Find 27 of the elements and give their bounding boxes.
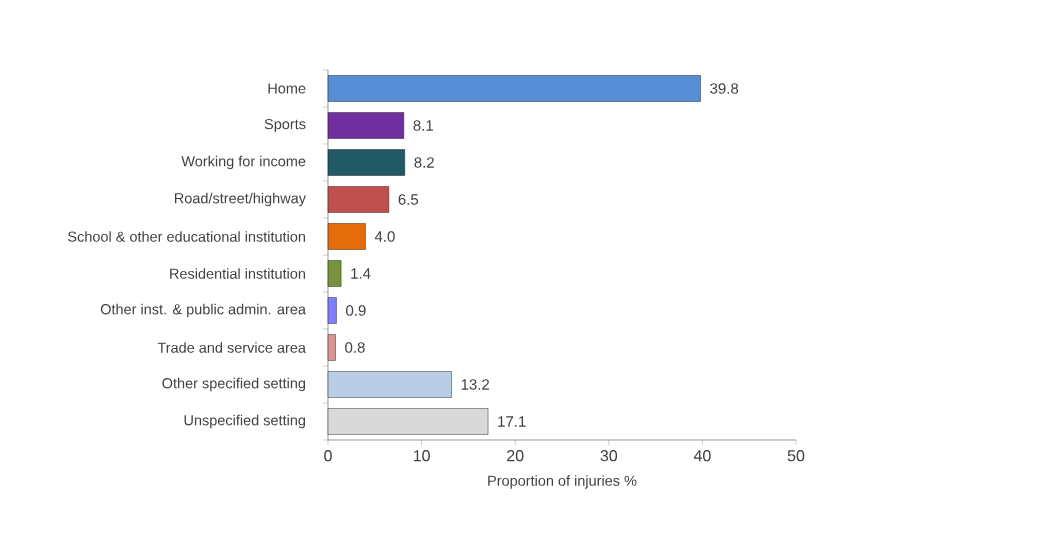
data-label: 0.9	[346, 305, 366, 316]
data-label: 39.8	[710, 83, 739, 94]
x-tick-label: 20	[507, 450, 524, 462]
x-axis-title: Proportion of injuries %	[488, 475, 637, 489]
y-tick-label: Home	[268, 83, 306, 94]
y-tick-label: Residential institution	[170, 268, 305, 279]
data-label: 0.8	[345, 342, 365, 353]
x-tick-label: 10	[413, 450, 430, 462]
y-tick-label: Other inst. & public admin. area	[100, 303, 306, 318]
data-label: 8.2	[414, 157, 434, 168]
data-label: 6.5	[398, 194, 419, 205]
data-label: 4.0	[374, 231, 395, 242]
data-label: 17.1	[498, 416, 526, 427]
y-tick-label: Trade and service area	[157, 342, 306, 353]
data-label: 1.4	[351, 268, 371, 279]
data-label: 13.2	[461, 379, 490, 390]
data-label: 8.1	[413, 120, 433, 131]
x-tick-label: 30	[600, 450, 618, 462]
y-tick-label: Road/street/highway	[174, 192, 306, 207]
x-tick-label: 0	[324, 450, 332, 462]
y-tick-label: School & other educational institution	[68, 231, 305, 242]
x-tick-label: 40	[693, 450, 711, 462]
y-tick-label: Unspecified setting	[184, 414, 306, 429]
y-tick-label: Sports	[264, 118, 306, 133]
x-tick-label: 50	[787, 450, 805, 462]
y-tick-label: Working for income	[181, 155, 306, 170]
y-tick-label: Other specified setting	[162, 377, 306, 392]
